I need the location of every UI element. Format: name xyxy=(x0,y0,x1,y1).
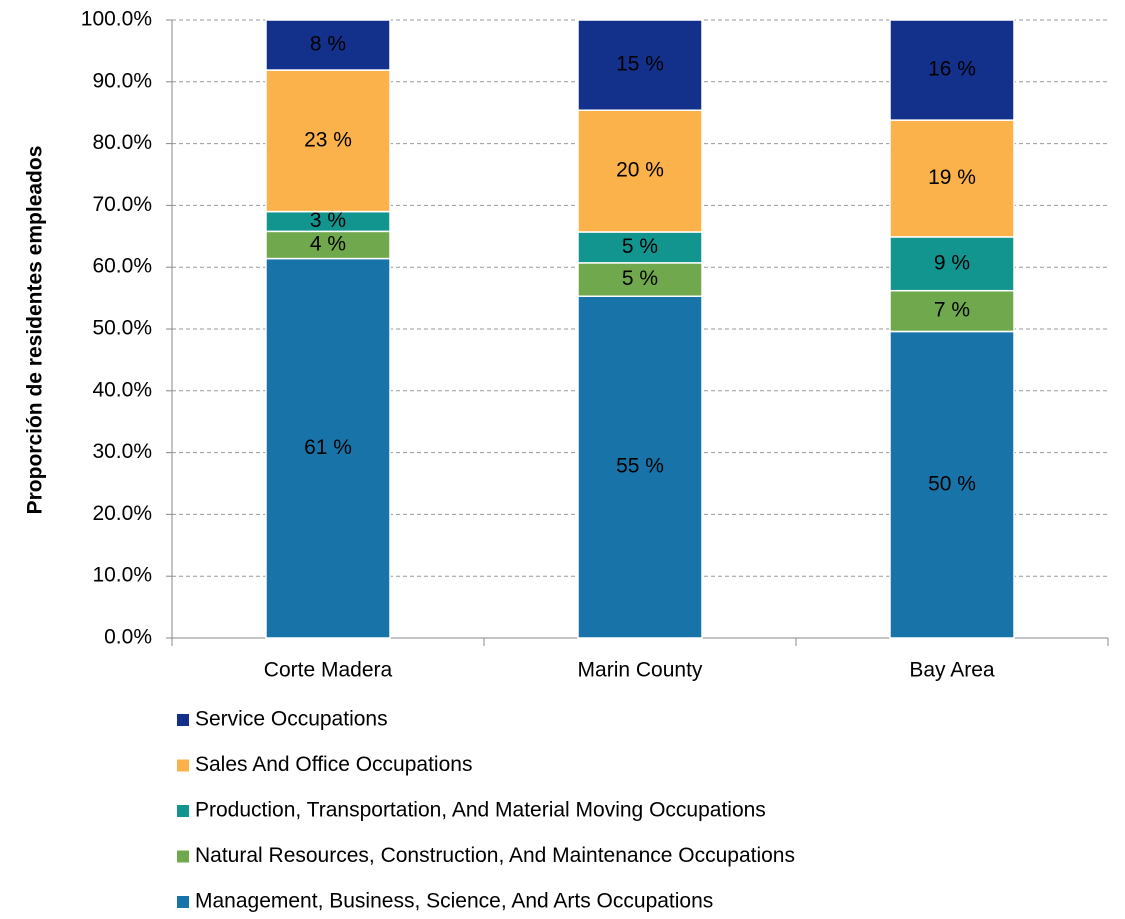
legend-label: Management, Business, Science, And Arts … xyxy=(195,890,713,913)
legend-swatch xyxy=(177,850,189,863)
y-tick-label: 80.0% xyxy=(92,131,152,154)
bar-segment xyxy=(889,330,1015,639)
y-tick-label: 30.0% xyxy=(92,440,152,463)
y-tick-label: 20.0% xyxy=(92,502,152,525)
y-tick-label: 0.0% xyxy=(104,626,152,649)
bar-segment xyxy=(265,257,391,639)
bar-segment xyxy=(577,231,703,264)
bar-segment xyxy=(889,236,1015,292)
data-label: 9 % xyxy=(934,251,970,274)
y-tick-label: 10.0% xyxy=(92,564,152,587)
legend-label: Natural Resources, Construction, And Mai… xyxy=(195,844,795,867)
y-axis-title: Proporción de residentes empleados xyxy=(24,146,47,515)
legend-label: Sales And Office Occupations xyxy=(195,753,472,776)
data-label: 61 % xyxy=(304,436,352,459)
data-label: 4 % xyxy=(310,232,346,255)
bar-segment xyxy=(889,19,1015,121)
bar-segment xyxy=(577,109,703,233)
data-label: 3 % xyxy=(310,209,346,232)
y-tick-label: 60.0% xyxy=(92,255,152,278)
data-label: 23 % xyxy=(304,128,352,151)
data-label: 55 % xyxy=(616,455,664,478)
bar-segment xyxy=(577,19,703,111)
legend-label: Service Occupations xyxy=(195,708,388,731)
legend-swatch xyxy=(177,759,189,772)
legend-swatch xyxy=(177,896,189,908)
data-label: 7 % xyxy=(934,299,970,322)
legend-swatch xyxy=(177,714,189,726)
bar-segment xyxy=(889,289,1015,333)
data-label: 5 % xyxy=(622,235,658,258)
bar-segment xyxy=(265,230,391,260)
data-label: 19 % xyxy=(928,166,976,189)
data-label: 15 % xyxy=(616,53,664,76)
y-tick-label: 70.0% xyxy=(92,193,152,216)
y-tick-label: 100.0% xyxy=(81,8,152,31)
bar-segment xyxy=(577,295,703,639)
y-tick-label: 40.0% xyxy=(92,378,152,401)
data-label: 20 % xyxy=(616,159,664,182)
data-label: 50 % xyxy=(928,472,976,495)
bar-segment xyxy=(265,19,391,71)
bar-segment xyxy=(889,119,1015,238)
legend-label: Production, Transportation, And Material… xyxy=(195,799,766,822)
y-tick-label: 50.0% xyxy=(92,317,152,340)
bar-segment xyxy=(265,69,391,213)
x-tick-label: Marin County xyxy=(578,659,703,682)
y-tick-label: 90.0% xyxy=(92,69,152,92)
data-label: 16 % xyxy=(928,58,976,81)
x-tick-label: Bay Area xyxy=(909,659,995,682)
legend-swatch xyxy=(177,805,189,817)
data-label: 8 % xyxy=(310,33,346,56)
data-label: 5 % xyxy=(622,267,658,290)
x-tick-label: Corte Madera xyxy=(264,659,393,682)
